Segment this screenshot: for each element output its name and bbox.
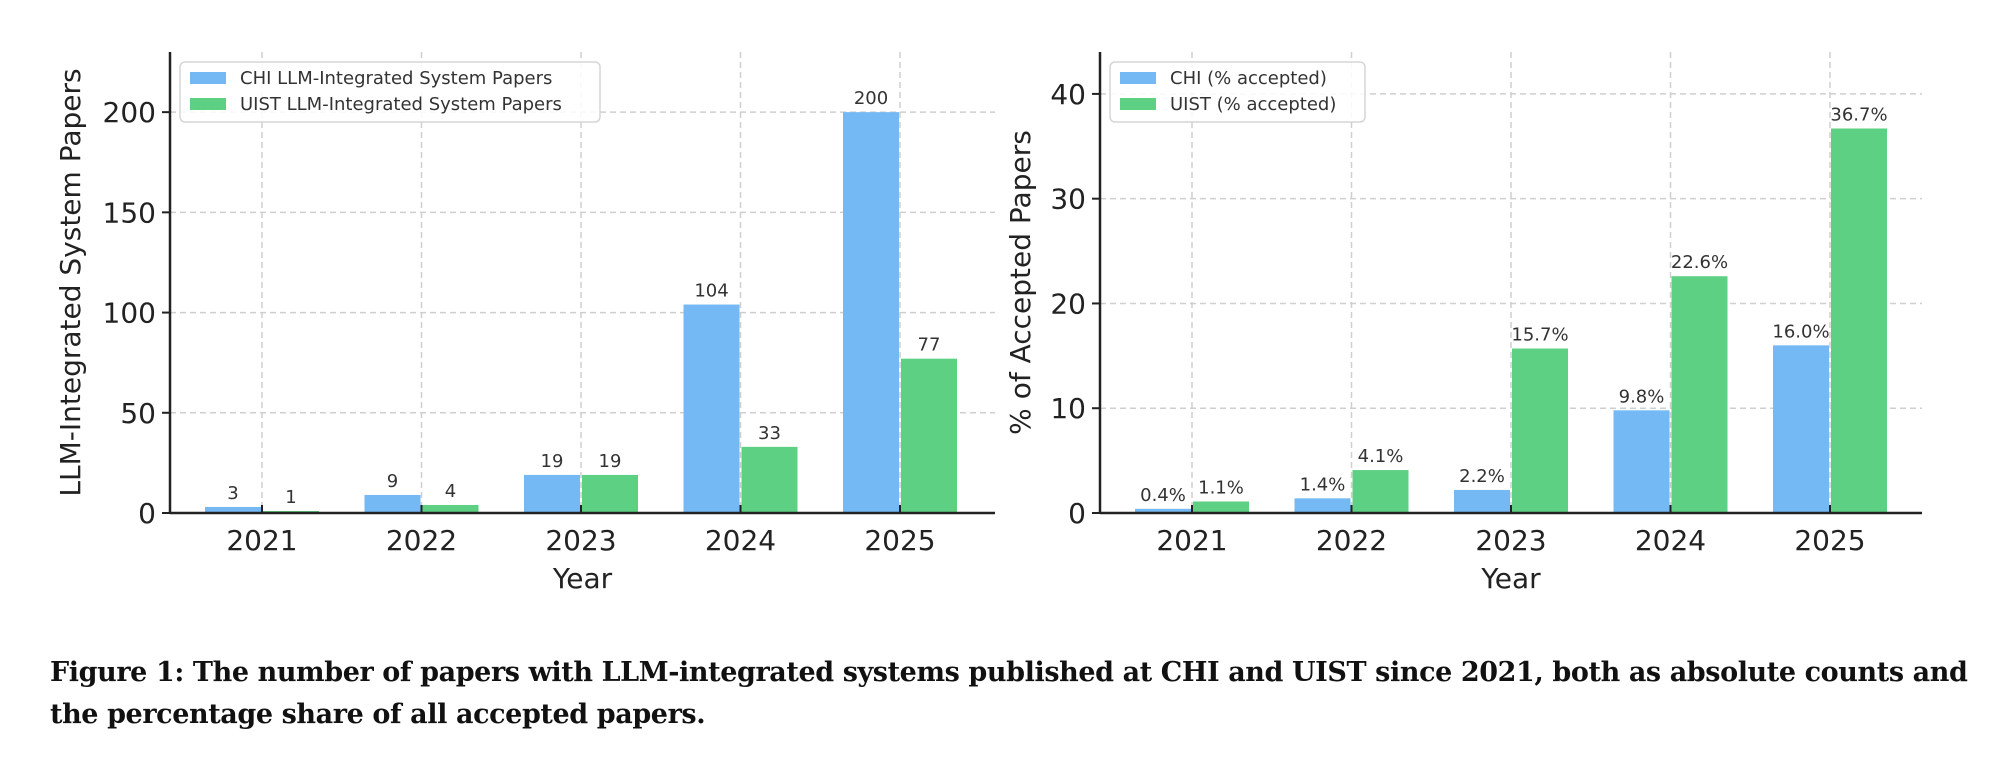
bar-chi-2022 <box>1294 498 1351 513</box>
bar-chi-2024 <box>1613 410 1670 513</box>
y-tick-label: 150 <box>103 196 156 229</box>
data-label: 16.0% <box>1772 321 1829 342</box>
x-tick-label: 2022 <box>1316 524 1387 557</box>
legend-frame <box>179 61 601 123</box>
x-tick-label: 2023 <box>1475 524 1546 557</box>
data-label: 200 <box>854 88 888 109</box>
x-axis-title: Year <box>1480 562 1541 595</box>
bar-chi-2021 <box>205 506 261 513</box>
data-label: 33 <box>758 423 781 444</box>
legend-swatch-chi <box>1120 72 1156 84</box>
data-label: 4.1% <box>1358 446 1404 467</box>
bar-uist-2021 <box>1193 501 1249 513</box>
x-tick-label: 2025 <box>864 524 935 557</box>
data-label: 0.4% <box>1140 485 1186 506</box>
x-tick-label: 2024 <box>1635 524 1706 557</box>
chart-percentage-share: 0.4% 1.4% 2.2% 9.8% 16.0% 1.1% 4.1% 15.7% 22.6% 3… <box>1004 52 1922 595</box>
data-label: 1.1% <box>1198 477 1244 498</box>
legend-frame <box>1109 61 1366 123</box>
data-label: 15.7% <box>1511 325 1568 346</box>
y-tick-label: 0 <box>1068 497 1086 530</box>
legend: CHI (% accepted) UIST (% accepted) <box>1109 61 1366 123</box>
data-label: 22.6% <box>1671 252 1728 273</box>
y-tick-label: 50 <box>120 397 156 430</box>
legend: CHI LLM-Integrated System Papers UIST LLM… <box>179 61 601 123</box>
x-tick-label: 2021 <box>226 524 297 557</box>
y-tick-label: 30 <box>1050 183 1086 216</box>
legend-label: CHI (% accepted) <box>1170 68 1327 89</box>
y-tick-label: 100 <box>103 297 156 330</box>
y-tick-label: 40 <box>1050 78 1086 111</box>
x-tick-label: 2024 <box>705 524 776 557</box>
bar-uist-2022 <box>1352 470 1409 513</box>
legend-swatch-uist <box>190 98 226 110</box>
chart-absolute-counts: 3 9 19 104 200 1 4 19 33 77 0 50 100 150 200 2021 2022 20… <box>54 52 995 595</box>
bar-uist-2023 <box>582 474 638 513</box>
bar-uist-2025 <box>901 358 957 513</box>
data-label: 1 <box>285 487 296 508</box>
data-label: 36.7% <box>1830 104 1887 125</box>
data-label: 19 <box>599 451 622 472</box>
bar-chi-2021 <box>1135 508 1191 513</box>
bar-uist-2022 <box>422 504 479 513</box>
legend-swatch-uist <box>1120 98 1156 110</box>
data-label: 3 <box>227 483 238 504</box>
legend-label: UIST LLM-Integrated System Papers <box>240 94 562 115</box>
y-axis-title: % of Accepted Papers <box>1004 130 1037 435</box>
bar-uist-2023 <box>1512 348 1568 513</box>
legend-label: UIST (% accepted) <box>1170 94 1336 115</box>
x-tick-label: 2025 <box>1794 524 1865 557</box>
x-tick-label: 2023 <box>545 524 616 557</box>
bar-chi-2025 <box>843 112 899 513</box>
bar-chi-2022 <box>364 494 421 513</box>
y-tick-label: 0 <box>138 497 156 530</box>
bar-uist-2024 <box>741 446 798 513</box>
bar-chi-2023 <box>1454 489 1510 513</box>
figure-caption: Figure 1: The number of papers with LLM-… <box>50 657 1968 730</box>
x-tick-label: 2021 <box>1156 524 1227 557</box>
y-tick-label: 20 <box>1050 287 1086 320</box>
x-axis-title: Year <box>552 562 613 595</box>
data-label: 2.2% <box>1459 466 1505 487</box>
y-axis-title: LLM-Integrated System Papers <box>54 68 87 496</box>
bar-chi-2025 <box>1773 345 1829 513</box>
legend-label: CHI LLM-Integrated System Papers <box>240 68 552 89</box>
bar-uist-2025 <box>1831 128 1887 514</box>
bar-uist-2024 <box>1671 276 1728 513</box>
y-tick-label: 10 <box>1050 392 1086 425</box>
bar-chi-2023 <box>524 474 580 513</box>
y-tick-label: 200 <box>103 96 156 129</box>
data-label: 9 <box>387 471 398 492</box>
data-label: 104 <box>694 281 728 302</box>
bar-chi-2024 <box>683 304 740 513</box>
data-label: 9.8% <box>1619 386 1665 407</box>
data-label: 19 <box>541 451 564 472</box>
legend-swatch-chi <box>190 72 226 84</box>
data-label: 1.4% <box>1300 474 1346 495</box>
x-tick-label: 2022 <box>386 524 457 557</box>
data-label: 4 <box>445 481 456 502</box>
data-label: 77 <box>918 335 941 356</box>
